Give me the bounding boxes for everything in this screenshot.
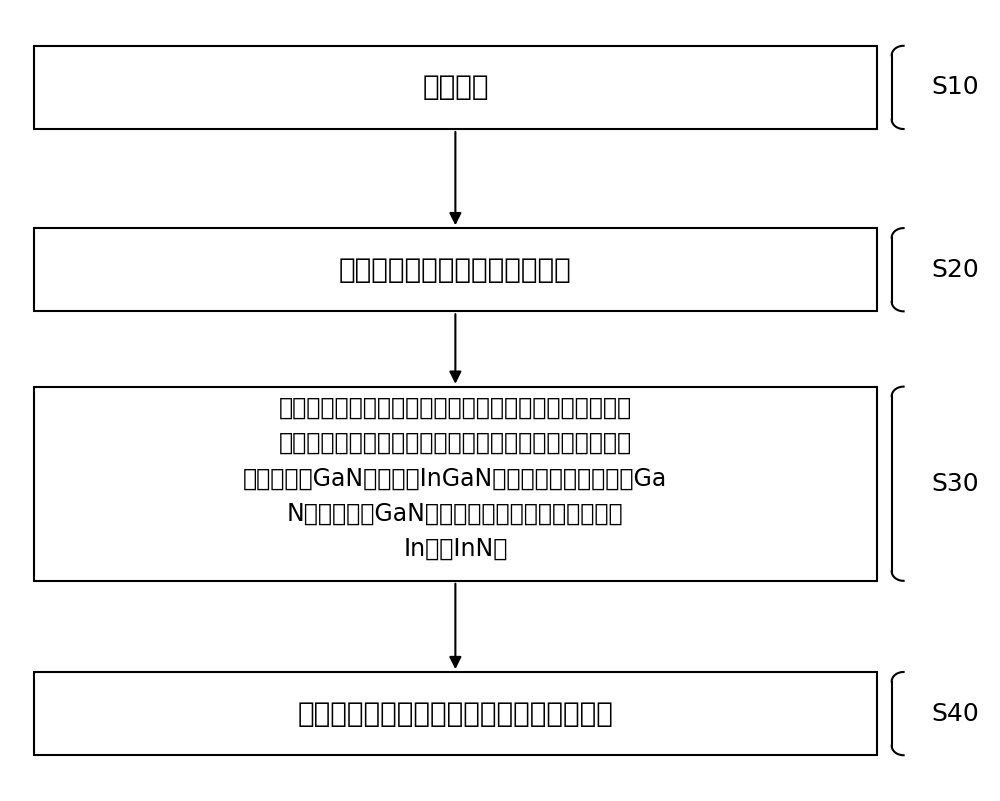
Text: S40: S40 — [931, 702, 979, 726]
Bar — [34, 228, 877, 312]
Text: 在所述多量子阱发光层上生长第二半导体层: 在所述多量子阱发光层上生长第二半导体层 — [297, 699, 613, 727]
Text: 在所述第一半导体层上生长多量子阱；其中，所述多量子: 在所述第一半导体层上生长多量子阱；其中，所述多量子 — [279, 396, 632, 420]
Text: 提供衬底: 提供衬底 — [422, 74, 489, 102]
Text: N过渡层以及GaN势垒层；其中，所述调控层包括: N过渡层以及GaN势垒层；其中，所述调控层包括 — [287, 501, 624, 525]
Text: 阱由多个单量子阱层叠而成，所述单量子阱包括依次层叠: 阱由多个单量子阱层叠而成，所述单量子阱包括依次层叠 — [279, 431, 632, 455]
Text: In层或InN层: In层或InN层 — [403, 537, 508, 561]
Text: S30: S30 — [931, 472, 979, 496]
Text: S20: S20 — [931, 258, 979, 282]
Bar — [34, 46, 877, 129]
Text: 在所述衬底上生长第一半导体层: 在所述衬底上生长第一半导体层 — [339, 256, 572, 284]
Text: 设置的第一GaN过渡层、InGaN势阱层、调控层、第二Ga: 设置的第一GaN过渡层、InGaN势阱层、调控层、第二Ga — [243, 466, 668, 490]
Text: S10: S10 — [931, 75, 979, 99]
Bar — [34, 672, 877, 755]
Bar — [34, 387, 877, 581]
